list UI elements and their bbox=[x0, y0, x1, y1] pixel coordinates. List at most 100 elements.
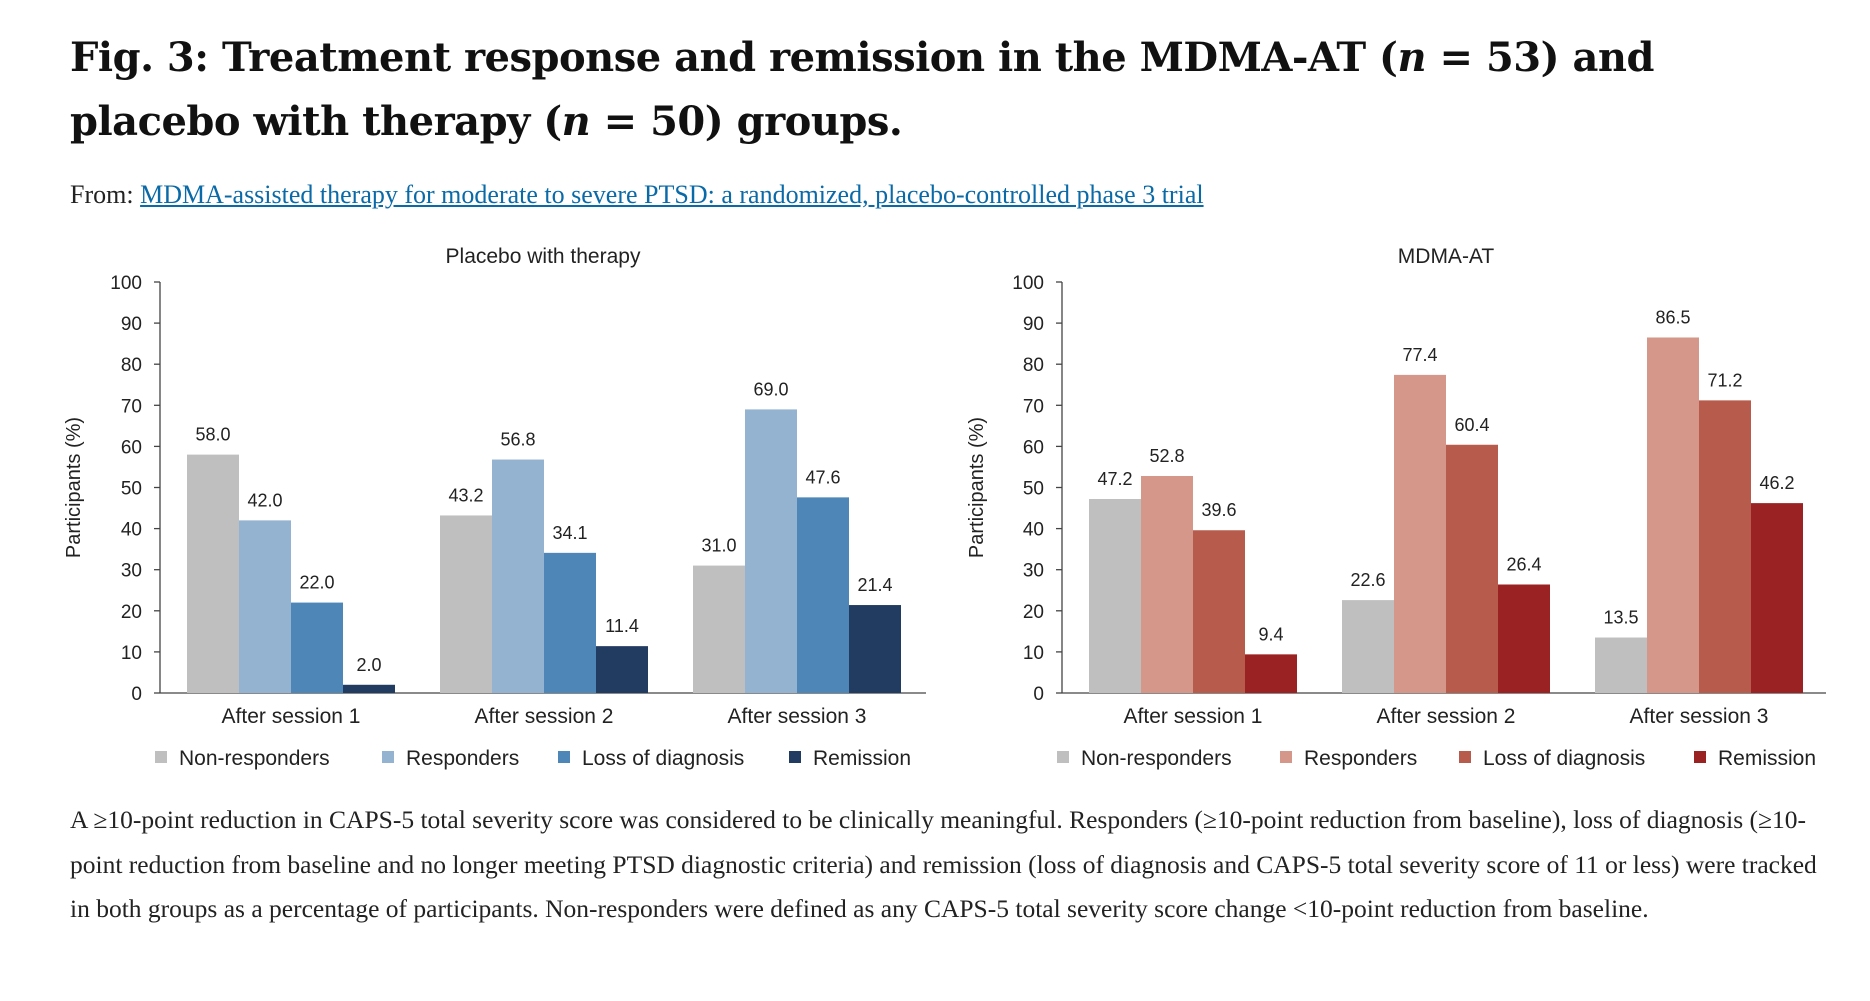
data-label: 47.2 bbox=[1097, 469, 1132, 489]
data-label: 9.4 bbox=[1258, 624, 1283, 644]
legend-label: Loss of diagnosis bbox=[582, 747, 744, 770]
y-tick-label: 80 bbox=[121, 355, 142, 376]
title-part-2: = 53) and placebo with therapy ( bbox=[70, 34, 1654, 145]
data-label: 52.8 bbox=[1149, 446, 1184, 466]
legend-swatch bbox=[155, 751, 167, 763]
y-axis-label: Participants (%) bbox=[63, 417, 85, 558]
title-n-symbol: n bbox=[561, 98, 591, 145]
title-part-3: = 50) groups. bbox=[590, 98, 903, 145]
source-line: From: MDMA-assisted therapy for moderate… bbox=[70, 180, 1204, 210]
y-tick-label: 80 bbox=[1023, 355, 1044, 376]
bar bbox=[492, 459, 544, 693]
panel-title: Placebo with therapy bbox=[446, 245, 641, 268]
bar bbox=[1647, 337, 1699, 693]
bar bbox=[745, 409, 797, 693]
data-label: 71.2 bbox=[1707, 370, 1742, 390]
bar bbox=[1245, 654, 1297, 693]
bar bbox=[1446, 444, 1498, 693]
bar bbox=[440, 515, 492, 693]
legend-label: Remission bbox=[813, 747, 911, 770]
y-tick-label: 60 bbox=[121, 437, 142, 458]
title-part-1: Fig. 3: Treatment response and remission… bbox=[70, 34, 1398, 81]
data-label: 34.1 bbox=[552, 523, 587, 543]
legend-swatch bbox=[1459, 751, 1471, 763]
legend-swatch bbox=[1057, 751, 1069, 763]
title-n-symbol: n bbox=[1397, 34, 1427, 81]
legend-label: Loss of diagnosis bbox=[1483, 747, 1645, 770]
x-tick-label: After session 1 bbox=[222, 705, 361, 728]
legend-swatch bbox=[558, 751, 570, 763]
data-label: 2.0 bbox=[356, 655, 381, 675]
y-tick-label: 70 bbox=[121, 396, 142, 417]
data-label: 42.0 bbox=[247, 490, 282, 510]
x-tick-label: After session 3 bbox=[728, 705, 867, 728]
bar bbox=[1498, 584, 1550, 693]
x-tick-label: After session 3 bbox=[1630, 705, 1769, 728]
y-tick-label: 0 bbox=[1033, 684, 1044, 705]
y-tick-label: 30 bbox=[121, 561, 142, 582]
y-tick-label: 40 bbox=[121, 520, 142, 541]
y-tick-label: 60 bbox=[1023, 437, 1044, 458]
bar bbox=[797, 497, 849, 693]
bar bbox=[596, 646, 648, 693]
data-label: 21.4 bbox=[857, 575, 892, 595]
x-tick-label: After session 2 bbox=[1377, 705, 1516, 728]
source-article-link[interactable]: MDMA-assisted therapy for moderate to se… bbox=[140, 180, 1204, 209]
y-tick-label: 100 bbox=[1012, 273, 1044, 294]
y-tick-label: 50 bbox=[1023, 479, 1044, 500]
figure-caption: A ≥10-point reduction in CAPS-5 total se… bbox=[70, 805, 1817, 923]
bar bbox=[1141, 475, 1193, 693]
bar bbox=[291, 602, 343, 693]
y-tick-label: 20 bbox=[1023, 602, 1044, 623]
data-label: 69.0 bbox=[753, 379, 788, 399]
legend-swatch bbox=[382, 751, 394, 763]
data-label: 26.4 bbox=[1506, 554, 1541, 574]
bar bbox=[1342, 600, 1394, 693]
y-tick-label: 40 bbox=[1023, 520, 1044, 541]
data-label: 22.6 bbox=[1350, 570, 1385, 590]
data-label: 39.6 bbox=[1201, 500, 1236, 520]
bar bbox=[1394, 374, 1446, 693]
data-label: 60.4 bbox=[1454, 415, 1489, 435]
data-label: 86.5 bbox=[1655, 307, 1690, 327]
legend-label: Remission bbox=[1718, 747, 1816, 770]
bar bbox=[693, 565, 745, 693]
figure-charts: Placebo with therapy Participants (%) 0 10 2… bbox=[63, 245, 1826, 770]
y-tick-label: 10 bbox=[121, 643, 142, 664]
bar bbox=[1751, 503, 1803, 693]
y-tick-label: 90 bbox=[121, 314, 142, 335]
bar bbox=[544, 552, 596, 693]
data-label: 58.0 bbox=[195, 425, 230, 445]
data-label: 31.0 bbox=[701, 536, 736, 556]
y-tick-label: 50 bbox=[121, 479, 142, 500]
bar bbox=[1595, 637, 1647, 693]
bar bbox=[343, 684, 395, 693]
data-label: 46.2 bbox=[1759, 473, 1794, 493]
data-label: 56.8 bbox=[500, 430, 535, 450]
x-tick-label: After session 1 bbox=[1124, 705, 1263, 728]
legend-swatch bbox=[1694, 751, 1706, 763]
from-label: From: bbox=[70, 180, 134, 209]
legend-swatch bbox=[1280, 751, 1292, 763]
data-label: 22.0 bbox=[299, 573, 334, 593]
bar bbox=[849, 605, 901, 693]
y-axis-label: Participants (%) bbox=[966, 417, 988, 558]
panel-title: MDMA-AT bbox=[1398, 245, 1495, 268]
bar bbox=[1089, 499, 1141, 693]
legend-label: Non-responders bbox=[179, 747, 330, 770]
legend-label: Non-responders bbox=[1081, 747, 1232, 770]
data-label: 47.6 bbox=[805, 467, 840, 487]
y-tick-label: 0 bbox=[131, 684, 142, 705]
y-tick-label: 10 bbox=[1023, 643, 1044, 664]
x-tick-label: After session 2 bbox=[475, 705, 614, 728]
bar bbox=[1699, 400, 1751, 693]
y-tick-label: 20 bbox=[121, 602, 142, 623]
y-tick-label: 30 bbox=[1023, 561, 1044, 582]
bar bbox=[1193, 530, 1245, 693]
data-label: 77.4 bbox=[1402, 345, 1437, 365]
legend-label: Responders bbox=[1304, 747, 1417, 770]
y-tick-label: 100 bbox=[110, 273, 142, 294]
y-tick-label: 90 bbox=[1023, 314, 1044, 335]
y-tick-label: 70 bbox=[1023, 396, 1044, 417]
legend-label: Responders bbox=[406, 747, 519, 770]
